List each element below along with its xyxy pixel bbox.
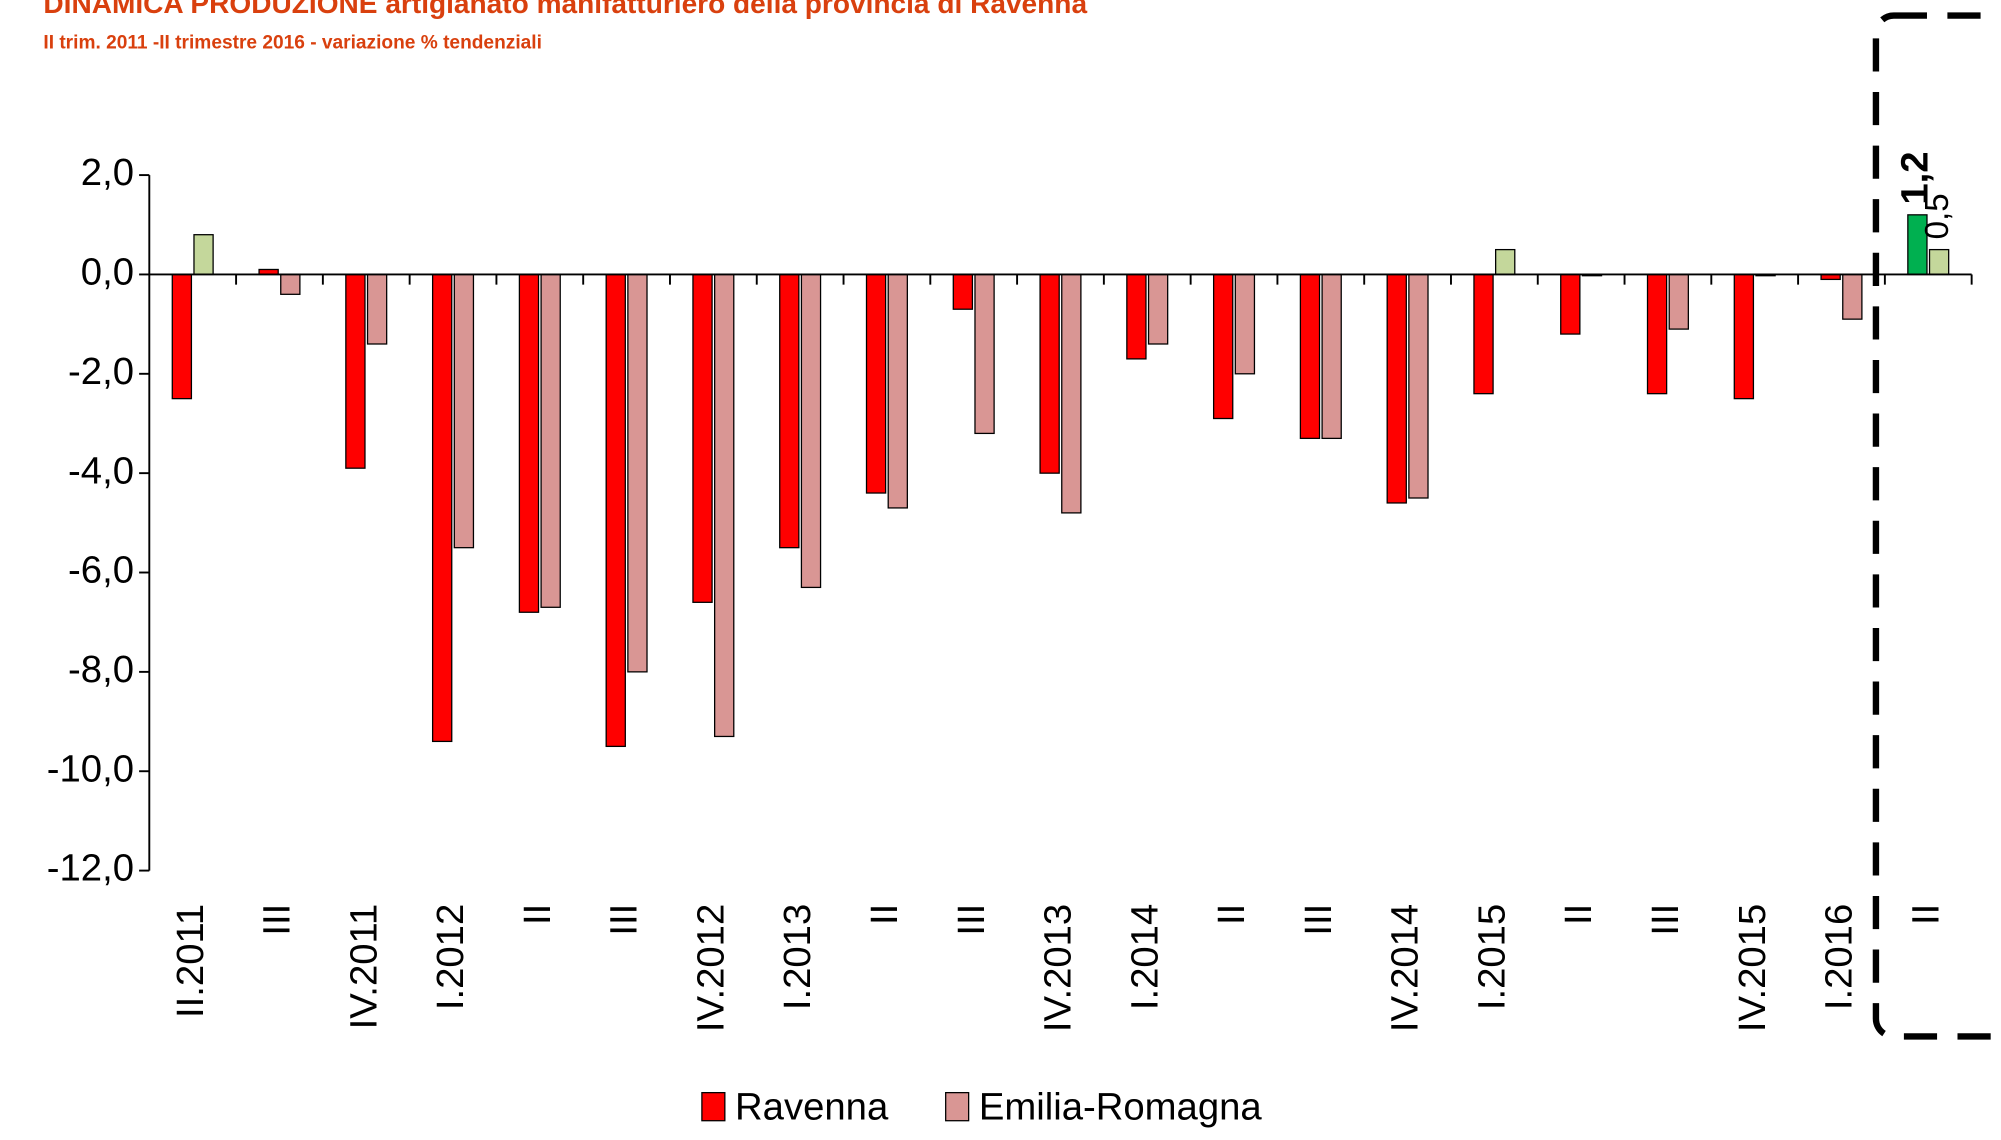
bar — [1495, 248, 1516, 276]
bar — [714, 273, 735, 738]
x-tick-label: III — [256, 904, 299, 936]
bar — [1408, 273, 1429, 499]
bar — [1321, 273, 1342, 440]
x-tick-label: II — [1557, 904, 1600, 925]
bar — [865, 273, 887, 494]
x-tick-label: III — [1297, 904, 1340, 936]
bar — [1473, 273, 1494, 395]
bar — [1299, 273, 1321, 440]
bar — [1668, 273, 1689, 330]
data-label: 1,2 — [1894, 151, 1937, 204]
bar — [1560, 273, 1581, 335]
bar — [518, 273, 540, 613]
bar — [692, 273, 713, 603]
legend-label: Emilia-Romagna — [979, 1085, 1263, 1128]
bar — [1039, 273, 1060, 474]
bar — [453, 273, 475, 549]
bar — [1733, 273, 1755, 400]
bar — [1928, 248, 1950, 276]
x-tick-label: IV.2015 — [1731, 904, 1774, 1032]
bar — [952, 273, 974, 310]
bar — [800, 273, 822, 589]
bar — [171, 273, 193, 400]
y-tick-label: 0,0 — [81, 251, 134, 294]
bar — [1646, 273, 1668, 395]
bar — [1842, 273, 1863, 320]
bar — [605, 273, 626, 748]
x-tick-label: I.2014 — [1123, 904, 1166, 1010]
y-tick-label: -4,0 — [68, 449, 134, 492]
data-label: 0,5 — [1919, 193, 1956, 239]
x-tick-label: I.2013 — [776, 904, 819, 1010]
bar — [1061, 273, 1082, 514]
chart-subtitle: II trim. 2011 -II trimestre 2016 - varia… — [43, 33, 542, 54]
bar — [345, 273, 366, 469]
bar — [1234, 273, 1256, 375]
x-tick-label: III — [603, 904, 646, 936]
y-tick-label: -10,0 — [47, 747, 134, 790]
x-tick-label: II — [863, 904, 906, 925]
legend-swatch — [701, 1091, 726, 1122]
x-tick-label: IV.2012 — [689, 904, 732, 1032]
bar — [540, 273, 561, 608]
y-tick-label: -8,0 — [68, 648, 134, 691]
x-tick-label: II — [1904, 904, 1947, 925]
bar — [1386, 273, 1407, 504]
y-tick-label: -6,0 — [68, 549, 134, 592]
bar — [280, 273, 301, 295]
bar — [779, 273, 800, 549]
bar — [1147, 273, 1169, 345]
x-tick-label: I.2016 — [1818, 904, 1861, 1010]
x-tick-label: II.2011 — [169, 904, 212, 1018]
chart-title: DINAMICA PRODUZIONE artigianato manifatt… — [43, 0, 1087, 19]
bar — [1126, 273, 1147, 360]
x-tick-label: II — [516, 904, 559, 925]
bar — [887, 273, 908, 509]
x-tick-label: II — [1210, 904, 1253, 925]
bar — [431, 273, 453, 743]
x-tick-label: III — [950, 904, 993, 936]
x-tick-label: IV.2013 — [1037, 904, 1080, 1032]
bar — [974, 273, 995, 435]
x-tick-label: IV.2014 — [1384, 904, 1427, 1032]
y-tick-label: -2,0 — [68, 350, 134, 393]
x-tick-label: I.2015 — [1470, 904, 1513, 1010]
x-tick-label: III — [1644, 904, 1687, 936]
x-tick-label: IV.2011 — [342, 904, 385, 1030]
highlight-box — [1872, 12, 2001, 1040]
bar — [1212, 273, 1234, 420]
bar — [366, 273, 388, 345]
y-tick-label: -12,0 — [47, 847, 134, 890]
legend-swatch — [945, 1091, 970, 1122]
y-tick-label: 2,0 — [81, 151, 134, 194]
bar — [627, 273, 648, 673]
x-tick-label: I.2012 — [429, 904, 472, 1010]
legend-label: Ravenna — [735, 1085, 889, 1128]
bar — [193, 234, 214, 276]
